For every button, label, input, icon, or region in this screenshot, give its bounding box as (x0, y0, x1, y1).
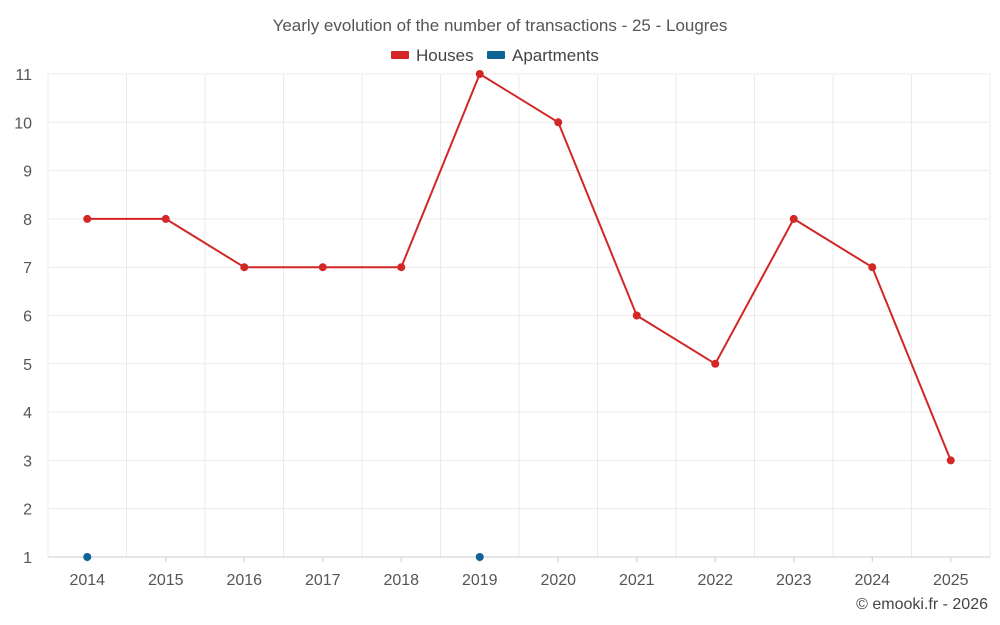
data-point-houses[interactable] (397, 263, 406, 272)
legend-item-apartments[interactable]: Apartments (487, 46, 599, 65)
data-point-houses[interactable] (240, 263, 249, 272)
x-tick-label: 2021 (619, 572, 655, 589)
y-tick-label: 11 (15, 67, 32, 84)
x-tick-label: 2020 (540, 572, 576, 589)
data-point-houses[interactable] (83, 214, 92, 223)
y-tick-label: 1 (23, 550, 32, 567)
data-point-apartments[interactable] (475, 553, 484, 561)
x-tick-label: 2024 (854, 572, 890, 589)
x-tick-label: 2019 (462, 572, 498, 589)
data-point-houses[interactable] (318, 263, 327, 272)
x-tick-label: 2022 (697, 572, 733, 589)
y-tick-label: 5 (23, 357, 32, 374)
series (83, 70, 955, 561)
data-point-houses[interactable] (868, 263, 877, 272)
x-tick-label: 2016 (226, 572, 262, 589)
chart-title: Yearly evolution of the number of transa… (273, 16, 728, 35)
legend-label-houses: Houses (416, 46, 474, 65)
y-tick-label: 8 (23, 212, 32, 229)
y-tick-label: 9 (23, 164, 32, 181)
x-tick-label: 2017 (305, 572, 341, 589)
data-point-apartments[interactable] (83, 553, 92, 561)
grid (47, 73, 991, 558)
x-tick-label: 2023 (776, 572, 812, 589)
y-tick-label: 3 (23, 453, 32, 470)
series-line-houses (87, 73, 952, 461)
y-tick-label: 10 (14, 115, 32, 132)
legend-swatch-apartments (487, 51, 505, 59)
x-tick-label: 2015 (148, 572, 184, 589)
y-tick-label: 6 (23, 309, 32, 326)
x-tick-label: 2018 (383, 572, 419, 589)
data-point-houses[interactable] (475, 70, 484, 78)
legend-item-houses[interactable]: Houses (391, 46, 474, 65)
data-point-houses[interactable] (632, 311, 641, 320)
data-point-houses[interactable] (789, 214, 798, 223)
legend-label-apartments: Apartments (512, 46, 599, 65)
credit: © emooki.fr - 2026 (856, 596, 988, 613)
y-tick-label: 7 (23, 260, 32, 277)
legend: Houses Apartments (391, 46, 599, 65)
data-point-houses[interactable] (554, 118, 563, 127)
y-tick-label: 2 (23, 502, 32, 519)
legend-swatch-houses (391, 51, 409, 59)
x-tick-label: 2025 (933, 572, 969, 589)
y-tick-label: 4 (23, 405, 32, 422)
x-tick-label: 2014 (69, 572, 105, 589)
x-axis-ticks: 2014 2015 2016 2017 2018 2019 2020 2021 2022 2023… (69, 557, 969, 589)
y-axis-ticks: 1 2 3 4 5 6 7 8 9 10 11 (14, 67, 32, 567)
data-point-houses[interactable] (161, 214, 170, 223)
data-point-houses[interactable] (946, 456, 955, 465)
data-point-houses[interactable] (711, 359, 720, 368)
